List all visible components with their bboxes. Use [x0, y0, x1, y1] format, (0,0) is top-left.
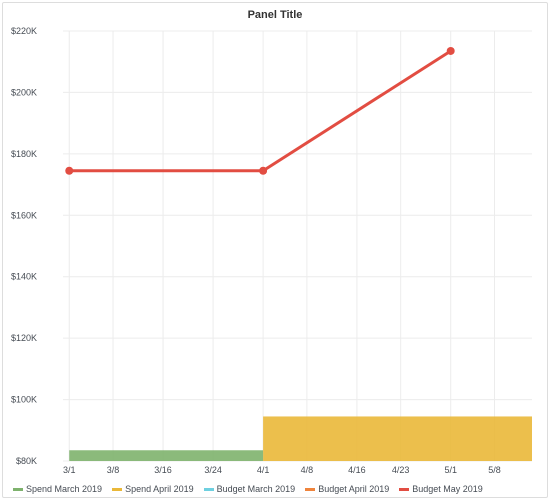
y-tick-label: $140K: [11, 272, 37, 282]
x-tick-label: 3/24: [204, 465, 222, 475]
x-tick-label: 5/1: [444, 465, 457, 475]
legend-swatch: [399, 487, 410, 491]
legend-label: Spend April 2019: [125, 484, 194, 494]
panel-title[interactable]: Panel Title: [247, 9, 303, 21]
x-tick-label: 4/1: [257, 465, 270, 475]
data-point[interactable]: [259, 166, 268, 175]
legend-item[interactable]: Budget May 2019: [399, 484, 483, 494]
legend-item[interactable]: Budget April 2019: [305, 484, 389, 494]
legend-item[interactable]: Spend March 2019: [13, 484, 102, 494]
x-tick-label: 3/16: [154, 465, 172, 475]
x-tick-label: 4/16: [348, 465, 366, 475]
legend-item[interactable]: Spend April 2019: [112, 484, 194, 494]
line-budget-may-2019[interactable]: [69, 49, 452, 173]
legend-label: Budget March 2019: [216, 484, 296, 494]
bar-spend-april-2019[interactable]: [263, 416, 532, 461]
y-tick-label: $80K: [16, 456, 37, 466]
x-tick-label: 4/8: [301, 465, 314, 475]
data-point[interactable]: [65, 166, 74, 175]
y-tick-label: $180K: [11, 149, 37, 159]
chart-plot: $80K $100K $120K $140K $160K $180K $200K $220K 3…: [11, 26, 532, 475]
x-tick-label: 3/8: [107, 465, 120, 475]
y-tick-label: $160K: [11, 210, 37, 220]
y-tick-label: $200K: [11, 87, 37, 97]
legend-label: Budget April 2019: [318, 484, 390, 494]
legend-swatch: [112, 487, 123, 491]
bar-spend-march-2019[interactable]: [69, 450, 264, 461]
data-point[interactable]: [446, 46, 455, 55]
x-tick-label: 4/23: [392, 465, 410, 475]
legend-label: Spend March 2019: [26, 484, 103, 494]
y-tick-label: $120K: [11, 333, 37, 343]
legend-item[interactable]: Budget March 2019: [203, 484, 296, 494]
legend-swatch: [305, 487, 316, 491]
legend-swatch: [13, 487, 23, 491]
y-tick-label: $220K: [11, 26, 37, 36]
chart-legend: Spend March 2019 Spend April 2019 Budget M…: [13, 482, 483, 496]
y-tick-label: $100K: [11, 395, 37, 405]
legend-label: Budget May 2019: [412, 484, 483, 494]
x-tick-label: 3/1: [63, 465, 76, 475]
x-tick-label: 5/8: [488, 465, 501, 475]
legend-swatch: [203, 487, 214, 491]
